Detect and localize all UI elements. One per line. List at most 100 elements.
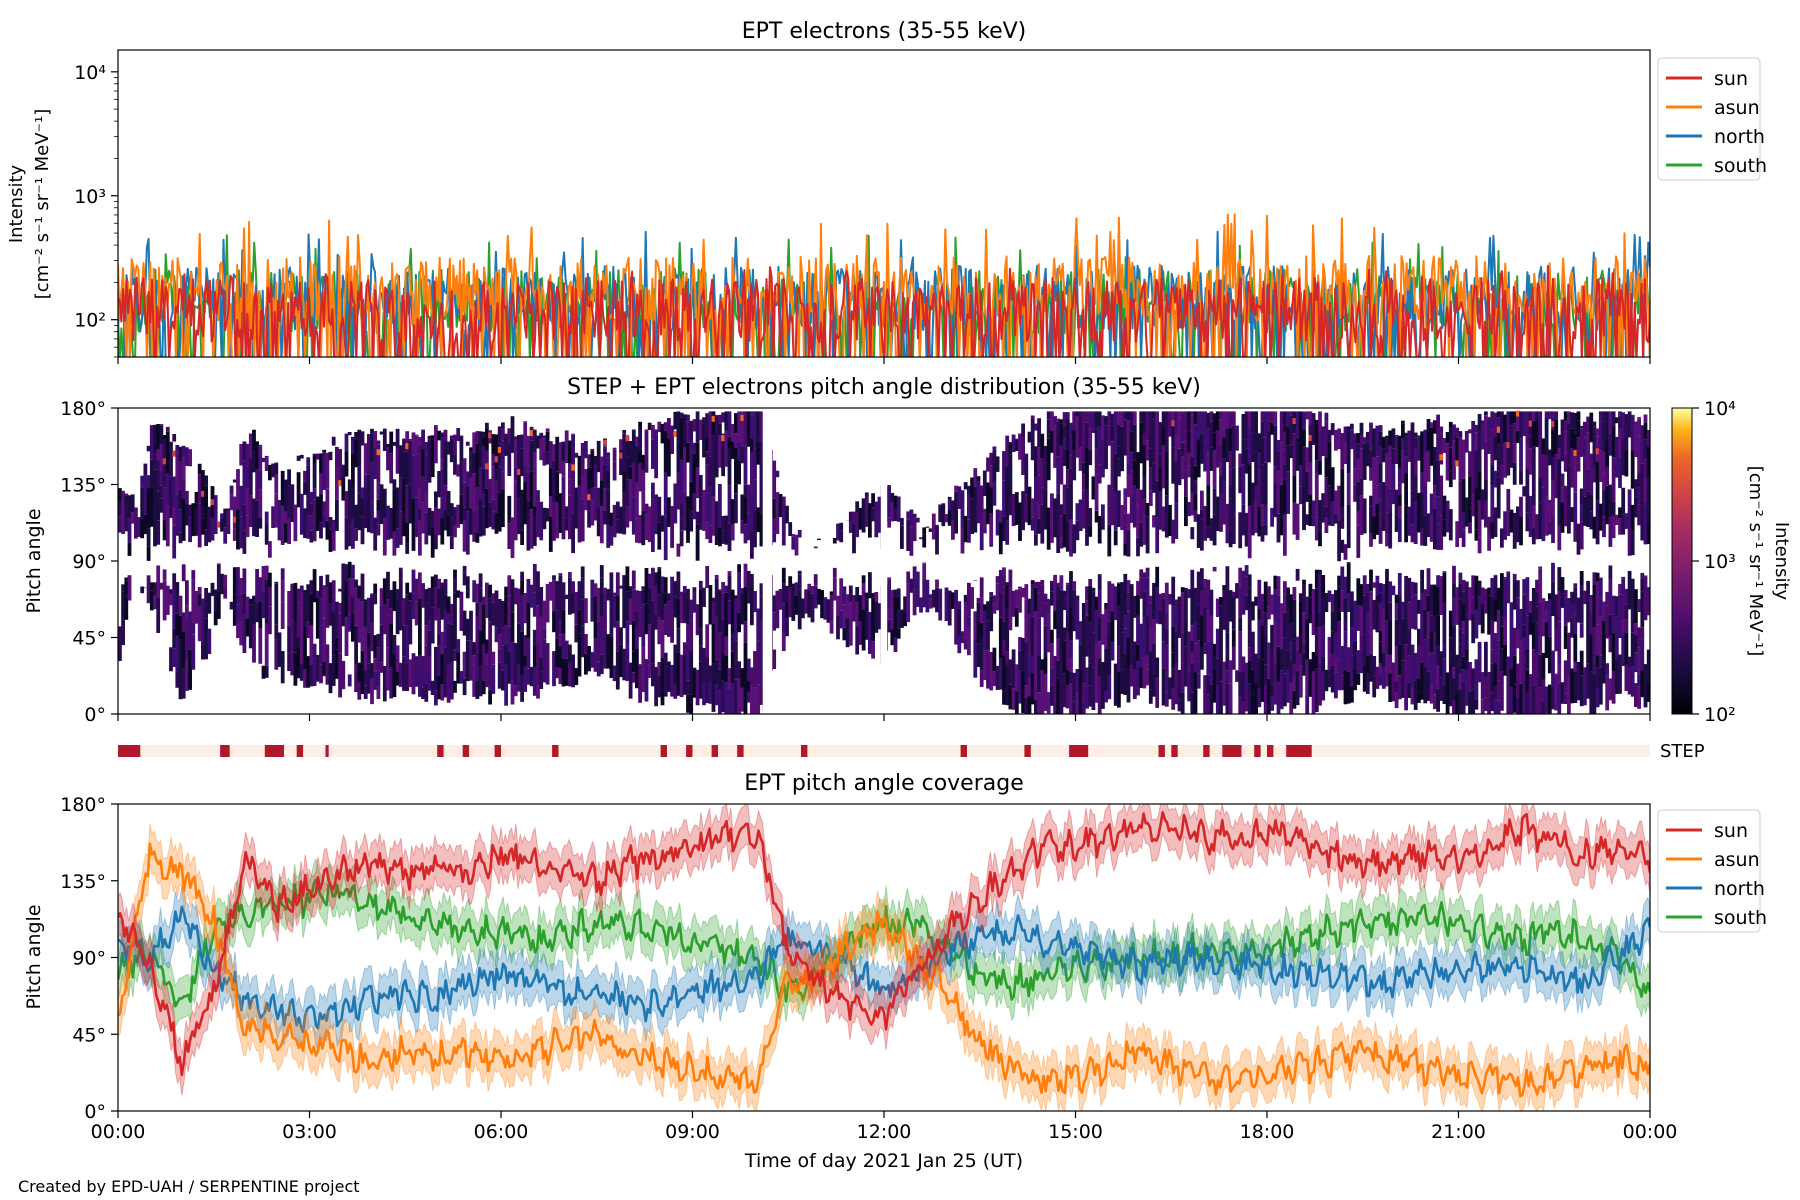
heatmap-cell	[1563, 625, 1568, 649]
heatmap-cell	[526, 513, 531, 551]
heatmap-cell	[1563, 485, 1568, 527]
heatmap-cell	[893, 636, 898, 652]
heatmap-cell	[1241, 702, 1246, 714]
heatmap-cell	[1343, 544, 1348, 560]
heatmap-cell	[1005, 651, 1010, 665]
heatmap-cell	[1113, 586, 1118, 621]
heatmap-cell	[427, 656, 432, 671]
heatmap-cell	[1270, 507, 1274, 527]
heatmap-cell	[539, 657, 544, 672]
heatmap-cell	[1190, 589, 1195, 625]
heatmap-cell	[1244, 565, 1249, 577]
heatmap-cell	[370, 678, 374, 705]
heatmap-cell	[1219, 444, 1223, 463]
heatmap-cell	[1586, 663, 1590, 699]
heatmap-cell	[721, 582, 725, 594]
step-label: STEP	[1660, 741, 1705, 762]
heatmap-cell	[1477, 580, 1482, 597]
heatmap-cell	[118, 516, 122, 533]
heatmap-cell	[1404, 436, 1408, 457]
heatmap-cell	[347, 498, 352, 527]
heatmap-cell	[1413, 437, 1418, 449]
heatmap-cell	[1184, 470, 1188, 497]
heatmap-cell-hot	[1595, 448, 1600, 455]
heatmap-cell	[896, 597, 901, 611]
heatmap-cell	[1611, 411, 1616, 426]
heatmap-cell	[906, 571, 911, 584]
heatmap-cell	[1583, 456, 1587, 497]
heatmap-cell	[424, 602, 429, 626]
heatmap-cell	[201, 645, 205, 660]
heatmap-cell	[564, 640, 569, 659]
heatmap-cell	[785, 618, 789, 637]
heatmap-cell	[1493, 599, 1498, 622]
heatmap-cell	[367, 663, 371, 694]
heatmap-cell	[453, 434, 457, 455]
heatmap-cell	[1417, 435, 1421, 461]
heatmap-cell	[421, 687, 425, 699]
heatmap-cell	[169, 647, 173, 672]
heatmap-cell	[1506, 511, 1511, 536]
heatmap-cell	[1078, 644, 1083, 671]
heatmap-cell	[478, 467, 483, 499]
heatmap-cell	[1640, 578, 1645, 592]
heatmap-cell	[772, 460, 777, 499]
heatmap-cell	[1458, 522, 1463, 538]
heatmap-cell	[1145, 654, 1150, 670]
heatmap-cell	[663, 422, 668, 431]
heatmap-cell	[1346, 647, 1351, 672]
heatmap-cell	[957, 486, 962, 509]
heatmap-cell	[743, 411, 748, 446]
heatmap-cell	[641, 604, 646, 648]
heatmap-cell	[925, 579, 930, 613]
heatmap-cell	[191, 622, 196, 635]
heatmap-cell	[481, 431, 486, 437]
heatmap-cell	[1238, 453, 1243, 467]
heatmap-cell	[1602, 489, 1606, 517]
heatmap-cell	[1579, 571, 1584, 586]
heatmap-cell	[1132, 641, 1137, 655]
heatmap-cell	[954, 491, 958, 534]
heatmap-cell	[673, 483, 678, 524]
heatmap-cell	[236, 604, 240, 623]
step-bar	[1267, 745, 1274, 757]
heatmap-cell	[705, 413, 710, 438]
heatmap-cell	[721, 652, 725, 681]
heatmap-cell	[1337, 659, 1341, 691]
heatmap-cell	[118, 626, 122, 661]
heatmap-cell	[446, 441, 451, 455]
heatmap-cell	[596, 621, 601, 662]
heatmap-cell	[1196, 604, 1201, 640]
heatmap-cell	[1372, 599, 1377, 630]
heatmap-cell	[392, 635, 397, 655]
heatmap-cell	[1267, 642, 1271, 679]
legend-label-asun: asun	[1714, 97, 1760, 119]
heatmap-cell	[922, 534, 927, 548]
heatmap-cell	[1624, 513, 1629, 529]
heatmap-cell	[1113, 492, 1118, 531]
heatmap-cell	[1614, 596, 1619, 617]
heatmap-cell	[411, 521, 416, 551]
heatmap-cell	[1129, 606, 1134, 645]
heatmap-cell	[1563, 411, 1568, 421]
heatmap-cell	[357, 662, 362, 683]
heatmap-cell	[1011, 434, 1016, 452]
heatmap-cell	[1321, 598, 1326, 626]
step-bar	[1171, 745, 1178, 757]
heatmap-cell	[1611, 632, 1616, 672]
heatmap-cell	[1413, 448, 1418, 476]
heatmap-cell	[236, 567, 240, 605]
heatmap-cell	[1378, 431, 1383, 447]
heatmap-cell	[408, 592, 413, 601]
heatmap-cell	[1008, 659, 1013, 685]
heatmap-cell	[1305, 618, 1310, 660]
heatmap-cell	[938, 588, 943, 621]
heatmap-cell	[1381, 609, 1386, 653]
heatmap-cell	[1576, 420, 1581, 437]
heatmap-cell	[1311, 413, 1316, 445]
heatmap-cell	[1129, 584, 1134, 607]
heatmap-cell	[638, 428, 642, 451]
heatmap-cell	[1190, 663, 1195, 693]
heatmap-cell	[149, 486, 154, 527]
